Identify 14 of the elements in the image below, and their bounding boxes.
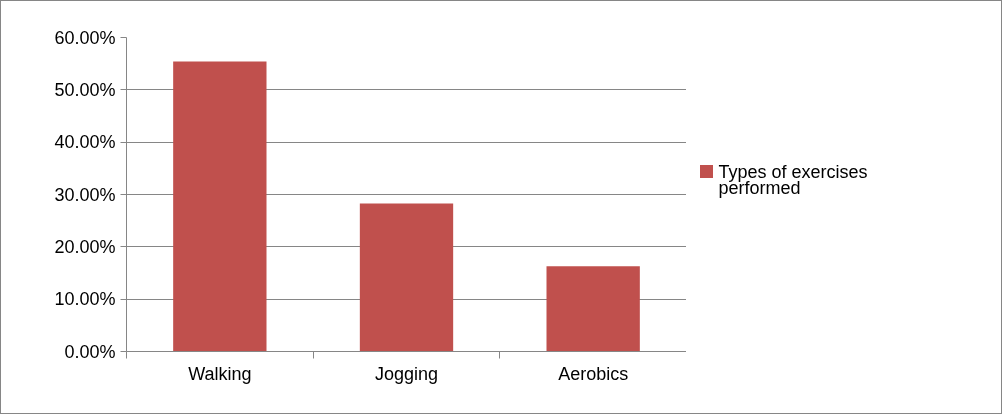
y-tick-label: 0.00% — [64, 341, 116, 362]
bar — [173, 61, 267, 352]
y-tick-label: 50.00% — [54, 79, 116, 100]
y-tick-label: 60.00% — [54, 27, 116, 48]
bar — [359, 203, 454, 352]
x-tick-label: Walking — [188, 363, 252, 384]
y-tick-label: 30.00% — [54, 184, 116, 205]
x-tick-label: Jogging — [374, 363, 439, 384]
y-tick-label: 40.00% — [54, 132, 116, 153]
bar — [546, 266, 640, 352]
y-tick-label: 10.00% — [54, 289, 116, 310]
x-tick-label: Aerobics — [558, 363, 629, 384]
y-tick-label: 20.00% — [54, 236, 116, 257]
legend-label: Types of exercises performed — [718, 161, 868, 199]
